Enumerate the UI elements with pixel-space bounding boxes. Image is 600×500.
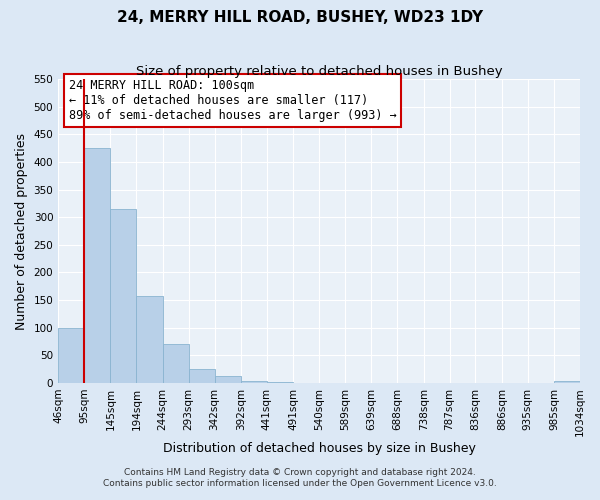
Bar (136, 296, 163, 383)
Y-axis label: Number of detached properties: Number of detached properties (15, 132, 28, 330)
Bar (163, 344, 188, 383)
X-axis label: Distribution of detached houses by size in Bushey: Distribution of detached houses by size … (163, 442, 476, 455)
Bar (188, 368, 215, 383)
Bar (215, 376, 241, 383)
Title: Size of property relative to detached houses in Bushey: Size of property relative to detached ho… (136, 65, 502, 78)
Bar (84, 148, 110, 383)
Text: 24, MERRY HILL ROAD, BUSHEY, WD23 1DY: 24, MERRY HILL ROAD, BUSHEY, WD23 1DY (117, 10, 483, 25)
Bar (554, 382, 580, 383)
Text: 24 MERRY HILL ROAD: 100sqm
← 11% of detached houses are smaller (117)
89% of sem: 24 MERRY HILL ROAD: 100sqm ← 11% of deta… (68, 79, 397, 122)
Text: Contains HM Land Registry data © Crown copyright and database right 2024.
Contai: Contains HM Land Registry data © Crown c… (103, 468, 497, 487)
Bar (110, 209, 136, 383)
Bar (58, 328, 84, 383)
Bar (267, 382, 293, 383)
Bar (241, 382, 267, 383)
